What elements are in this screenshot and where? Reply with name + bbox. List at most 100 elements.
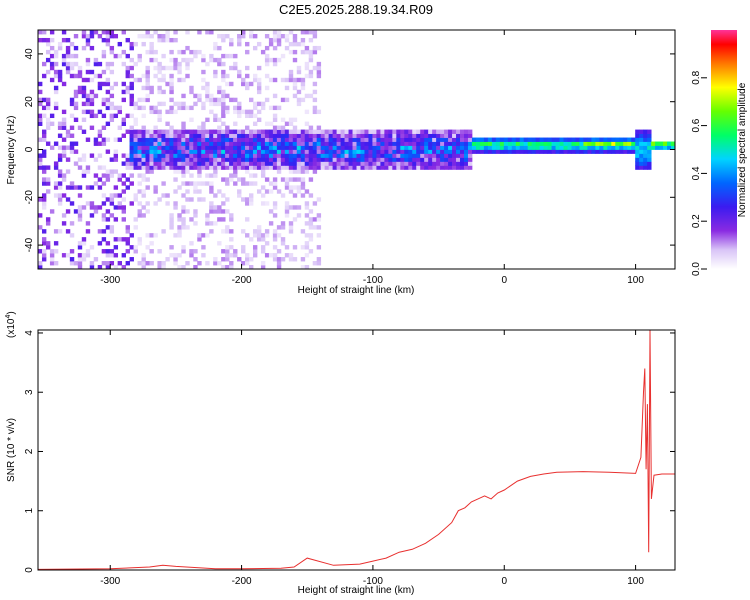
heatmap-cell: [233, 149, 238, 154]
heatmap-cell: [157, 249, 162, 254]
heatmap-cell: [607, 141, 612, 146]
heatmap-cell: [229, 165, 234, 170]
heatmap-cell: [237, 41, 242, 47]
heatmap-cell: [173, 61, 178, 67]
heatmap-cell: [117, 53, 123, 59]
heatmap-cell: [201, 57, 206, 63]
heatmap-cell: [471, 145, 477, 150]
heatmap-cell: [256, 225, 262, 230]
heatmap-cell: [344, 153, 349, 158]
heatmap-cell: [256, 149, 262, 154]
heatmap-cell: [252, 249, 258, 254]
heatmap-cell: [647, 157, 652, 162]
heatmap-cell: [137, 165, 142, 170]
heatmap-cell: [304, 157, 310, 162]
heatmap-cell: [197, 97, 202, 103]
heatmap-cell: [129, 137, 134, 142]
heatmap-cell: [141, 125, 146, 130]
heatmap-cell: [284, 161, 290, 166]
heatmap-cell: [264, 97, 270, 103]
heatmap-cell: [177, 153, 182, 158]
heatmap-cell: [113, 33, 119, 39]
heatmap-cell: [635, 153, 640, 158]
heatmap-cell: [260, 193, 266, 198]
heatmap-cell: [125, 177, 130, 182]
heatmap-cell: [73, 53, 79, 59]
heatmap-cell: [635, 149, 640, 154]
heatmap-cell: [272, 57, 278, 63]
heatmap-cell: [77, 65, 83, 71]
heatmap-cell: [237, 101, 242, 107]
heatmap-cell: [221, 177, 226, 182]
heatmap-ytick-label: 40: [24, 48, 35, 60]
heatmap-cell: [53, 141, 59, 146]
heatmap-cell: [153, 133, 158, 138]
heatmap-cell: [551, 145, 556, 150]
heatmap-cell: [388, 133, 393, 138]
heatmap-cell: [456, 161, 461, 166]
heatmap-cell: [471, 149, 477, 154]
heatmap-cell: [129, 173, 134, 178]
heatmap-cell: [388, 153, 393, 158]
heatmap-cell: [384, 129, 389, 134]
heatmap-cell: [85, 69, 91, 75]
heatmap-cell: [181, 125, 186, 130]
heatmap-cell: [149, 129, 154, 134]
heatmap-cell: [189, 117, 194, 123]
heatmap-cell: [436, 137, 441, 142]
heatmap-cell: [109, 105, 115, 111]
heatmap-cell: [264, 85, 270, 91]
snr-multiplier-base: (x10: [6, 318, 17, 338]
heatmap-cell: [241, 133, 246, 138]
heatmap-cell: [288, 229, 294, 234]
heatmap-cell: [388, 129, 393, 134]
heatmap-cell: [213, 137, 218, 142]
heatmap-cell: [364, 133, 369, 138]
heatmap-cell: [237, 153, 242, 158]
heatmap-cell: [145, 177, 150, 182]
heatmap-cell: [45, 241, 51, 246]
heatmap-cell: [312, 97, 318, 103]
heatmap-cell: [280, 137, 286, 142]
heatmap-cell: [81, 117, 87, 123]
heatmap-cell: [328, 165, 334, 170]
heatmap-cell: [392, 129, 397, 134]
heatmap-cell: [221, 133, 226, 138]
heatmap-cell: [276, 41, 282, 47]
heatmap-cell: [41, 237, 47, 242]
heatmap-cell: [189, 137, 194, 142]
heatmap-cell: [647, 149, 652, 154]
heatmap-cell: [77, 217, 83, 222]
heatmap-cell: [388, 145, 393, 150]
heatmap-cell: [169, 161, 174, 166]
heatmap-cell: [157, 85, 162, 91]
heatmap-cell: [245, 137, 250, 142]
heatmap-cell: [205, 30, 210, 35]
heatmap-cell: [320, 161, 326, 166]
heatmap-cell: [312, 165, 318, 170]
heatmap-cell: [288, 69, 294, 75]
heatmap-cell: [169, 109, 174, 115]
heatmap-cell: [225, 145, 230, 150]
heatmap-cell: [591, 137, 596, 142]
heatmap-cell: [209, 205, 214, 210]
heatmap-cell: [38, 265, 43, 269]
heatmap-cell: [575, 141, 580, 146]
heatmap-cell: [615, 145, 620, 150]
heatmap-cell: [272, 185, 278, 190]
heatmap-xtick-label: 100: [627, 275, 644, 286]
heatmap-cell: [440, 137, 445, 142]
heatmap-cell: [264, 33, 270, 39]
heatmap-cell: [292, 193, 298, 198]
heatmap-cell: [245, 41, 250, 47]
heatmap-cell: [101, 97, 107, 103]
snr-series-line: [38, 330, 675, 570]
heatmap-cell: [173, 57, 178, 63]
heatmap-cell: [201, 157, 206, 162]
heatmap-cell: [89, 113, 95, 119]
heatmap-cell: [229, 237, 234, 242]
heatmap-cell: [368, 145, 373, 150]
heatmap-cell: [201, 85, 206, 91]
heatmap-cell: [436, 129, 441, 134]
